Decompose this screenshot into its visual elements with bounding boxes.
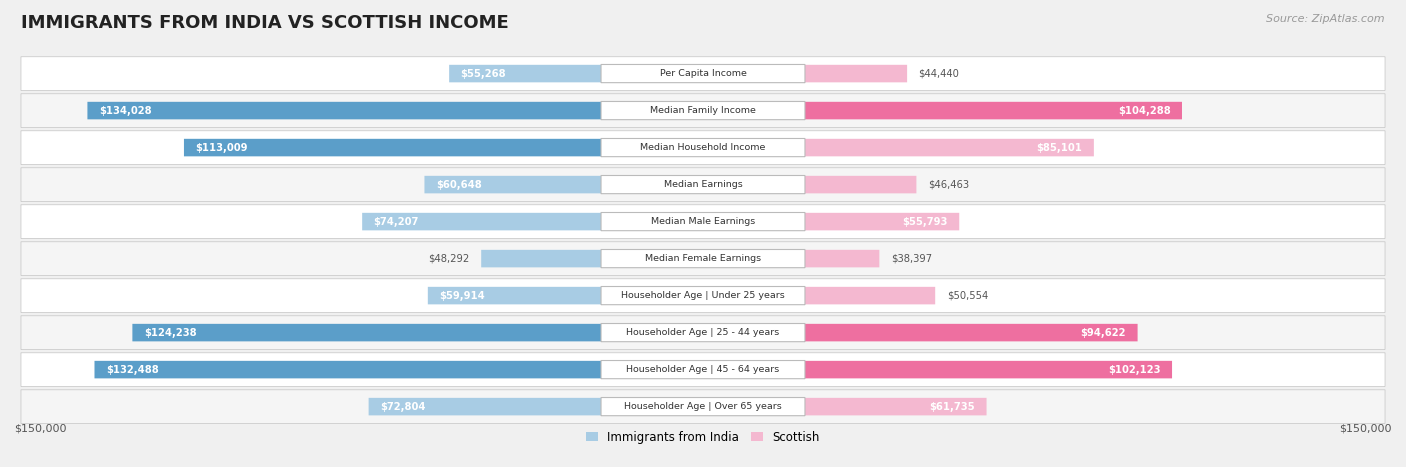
Text: $38,397: $38,397 [891,254,932,263]
FancyBboxPatch shape [425,176,600,193]
Text: Median Male Earnings: Median Male Earnings [651,217,755,226]
Text: $50,554: $50,554 [946,290,988,301]
FancyBboxPatch shape [806,139,1094,156]
Text: $85,101: $85,101 [1036,142,1083,153]
Text: Median Family Income: Median Family Income [650,106,756,115]
FancyBboxPatch shape [21,353,1385,387]
FancyBboxPatch shape [806,361,1173,378]
FancyBboxPatch shape [600,361,806,379]
FancyBboxPatch shape [806,287,935,304]
FancyBboxPatch shape [449,65,600,82]
FancyBboxPatch shape [132,324,600,341]
Text: Per Capita Income: Per Capita Income [659,69,747,78]
FancyBboxPatch shape [600,212,806,231]
FancyBboxPatch shape [600,176,806,194]
Text: $61,735: $61,735 [929,402,976,411]
FancyBboxPatch shape [600,101,806,120]
FancyBboxPatch shape [21,205,1385,239]
Text: $132,488: $132,488 [105,365,159,375]
FancyBboxPatch shape [600,64,806,83]
FancyBboxPatch shape [21,57,1385,91]
Text: $94,622: $94,622 [1081,328,1126,338]
Text: $113,009: $113,009 [195,142,247,153]
Text: $55,268: $55,268 [461,69,506,78]
FancyBboxPatch shape [600,324,806,342]
FancyBboxPatch shape [21,316,1385,349]
Text: Householder Age | Over 65 years: Householder Age | Over 65 years [624,402,782,411]
FancyBboxPatch shape [806,102,1182,120]
FancyBboxPatch shape [87,102,600,120]
FancyBboxPatch shape [21,242,1385,276]
FancyBboxPatch shape [21,390,1385,424]
FancyBboxPatch shape [806,324,1137,341]
Text: $124,238: $124,238 [143,328,197,338]
FancyBboxPatch shape [481,250,600,268]
Text: $59,914: $59,914 [439,290,485,301]
FancyBboxPatch shape [600,397,806,416]
Text: Median Household Income: Median Household Income [640,143,766,152]
Text: $44,440: $44,440 [918,69,959,78]
FancyBboxPatch shape [368,398,600,415]
Text: $46,463: $46,463 [928,180,969,190]
Text: $134,028: $134,028 [98,106,152,115]
FancyBboxPatch shape [806,176,917,193]
Text: $72,804: $72,804 [380,402,426,411]
FancyBboxPatch shape [427,287,600,304]
Text: $74,207: $74,207 [374,217,419,226]
Text: Median Female Earnings: Median Female Earnings [645,254,761,263]
Text: $104,288: $104,288 [1118,106,1171,115]
Text: $102,123: $102,123 [1108,365,1160,375]
FancyBboxPatch shape [806,250,879,268]
Legend: Immigrants from India, Scottish: Immigrants from India, Scottish [582,426,824,448]
FancyBboxPatch shape [21,168,1385,201]
Text: $150,000: $150,000 [1340,424,1392,433]
Text: Median Earnings: Median Earnings [664,180,742,189]
FancyBboxPatch shape [21,279,1385,312]
FancyBboxPatch shape [600,139,806,156]
Text: Householder Age | 45 - 64 years: Householder Age | 45 - 64 years [627,365,779,374]
FancyBboxPatch shape [806,65,907,82]
FancyBboxPatch shape [94,361,600,378]
FancyBboxPatch shape [600,249,806,268]
FancyBboxPatch shape [21,94,1385,127]
FancyBboxPatch shape [600,287,806,304]
Text: IMMIGRANTS FROM INDIA VS SCOTTISH INCOME: IMMIGRANTS FROM INDIA VS SCOTTISH INCOME [21,14,509,32]
FancyBboxPatch shape [21,131,1385,164]
Text: Householder Age | Under 25 years: Householder Age | Under 25 years [621,291,785,300]
FancyBboxPatch shape [363,213,600,230]
Text: $150,000: $150,000 [14,424,66,433]
Text: $48,292: $48,292 [429,254,470,263]
Text: $60,648: $60,648 [436,180,482,190]
FancyBboxPatch shape [806,398,987,415]
Text: $55,793: $55,793 [903,217,948,226]
Text: Source: ZipAtlas.com: Source: ZipAtlas.com [1267,14,1385,24]
FancyBboxPatch shape [806,213,959,230]
FancyBboxPatch shape [184,139,600,156]
Text: Householder Age | 25 - 44 years: Householder Age | 25 - 44 years [627,328,779,337]
